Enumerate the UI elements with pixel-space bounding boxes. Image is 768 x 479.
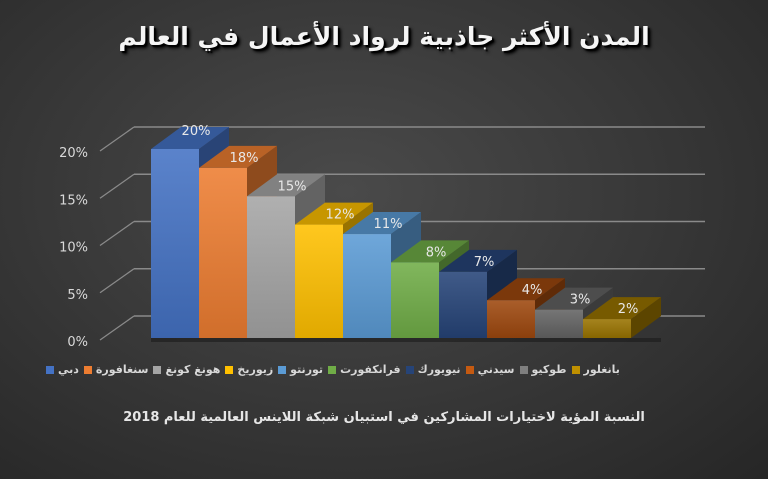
legend-label: سنغافورة [95,363,149,376]
chart-title: المدن الأكثر جاذبية لرواد الأعمال في الع… [118,22,650,51]
legend-swatch-icon [278,365,287,374]
data-label: 7% [474,255,495,270]
legend-label: نيويورك [417,363,461,376]
legend-swatch-icon [153,365,162,374]
bar [583,297,661,338]
y-tick-label: 5% [67,288,88,303]
data-label: 18% [230,151,259,166]
legend-item: نيويورك [405,363,461,376]
legend-item: فرانكفورت [328,363,401,376]
legend: دبي سنغافورة هونغ كونغ زيوريخ تورنتو فرانكفور… [46,363,736,376]
data-label: 20% [182,124,211,139]
legend-label: زيوريخ [237,363,274,376]
gridline-diagonal [99,126,135,152]
legend-swatch-icon [405,365,414,374]
gridline-diagonal [99,315,135,341]
legend-item: زيوريخ [225,363,273,376]
y-tick-label: 0% [67,335,88,350]
y-axis-ticks: 0% 5% 10% 15% 20% [59,146,88,350]
data-label: 8% [426,245,447,260]
legend-label: سيدني [477,363,515,376]
legend-item: بانغلور [571,363,620,376]
legend-label: دبي [58,363,79,376]
legend-item: سيدني [465,363,515,376]
bars [151,127,661,338]
legend-item: تورنتو [278,363,323,376]
legend-label: بانغلور [583,363,620,376]
legend-item: سنغافورة [83,363,149,376]
y-tick-label: 15% [59,193,88,208]
legend-swatch-icon [46,365,54,374]
gridline-diagonal [99,220,135,247]
data-label: 15% [278,179,307,194]
legend-swatch-icon [571,365,580,374]
legend-label: طوكيو [531,363,567,376]
y-tick-label: 20% [59,146,88,161]
data-label: 3% [570,293,591,308]
data-label: 12% [326,208,355,223]
data-label: 11% [374,217,403,232]
legend-swatch-icon [83,365,92,374]
legend-item: هونغ كونغ [153,363,220,376]
legend-item: طوكيو [519,363,567,376]
gridline-diagonal [99,268,135,294]
data-label: 2% [618,302,639,317]
legend-item: دبي [46,363,79,376]
legend-swatch-icon [465,365,474,374]
gridline-diagonal [99,173,135,199]
data-label: 4% [522,283,543,298]
y-tick-label: 10% [59,241,88,256]
legend-label: هونغ كونغ [165,363,221,376]
legend-label: تورنتو [290,363,324,376]
legend-swatch-icon [225,365,234,374]
legend-swatch-icon [328,365,337,374]
legend-swatch-icon [519,365,528,374]
chart-subtitle: النسبة المؤية لاختيارات المشاركين في است… [123,410,645,425]
data-labels: 20% 18% 15% 12% 11% 8% 7% 4% 3% 2% [182,124,639,317]
legend-label: فرانكفورت [340,363,401,376]
